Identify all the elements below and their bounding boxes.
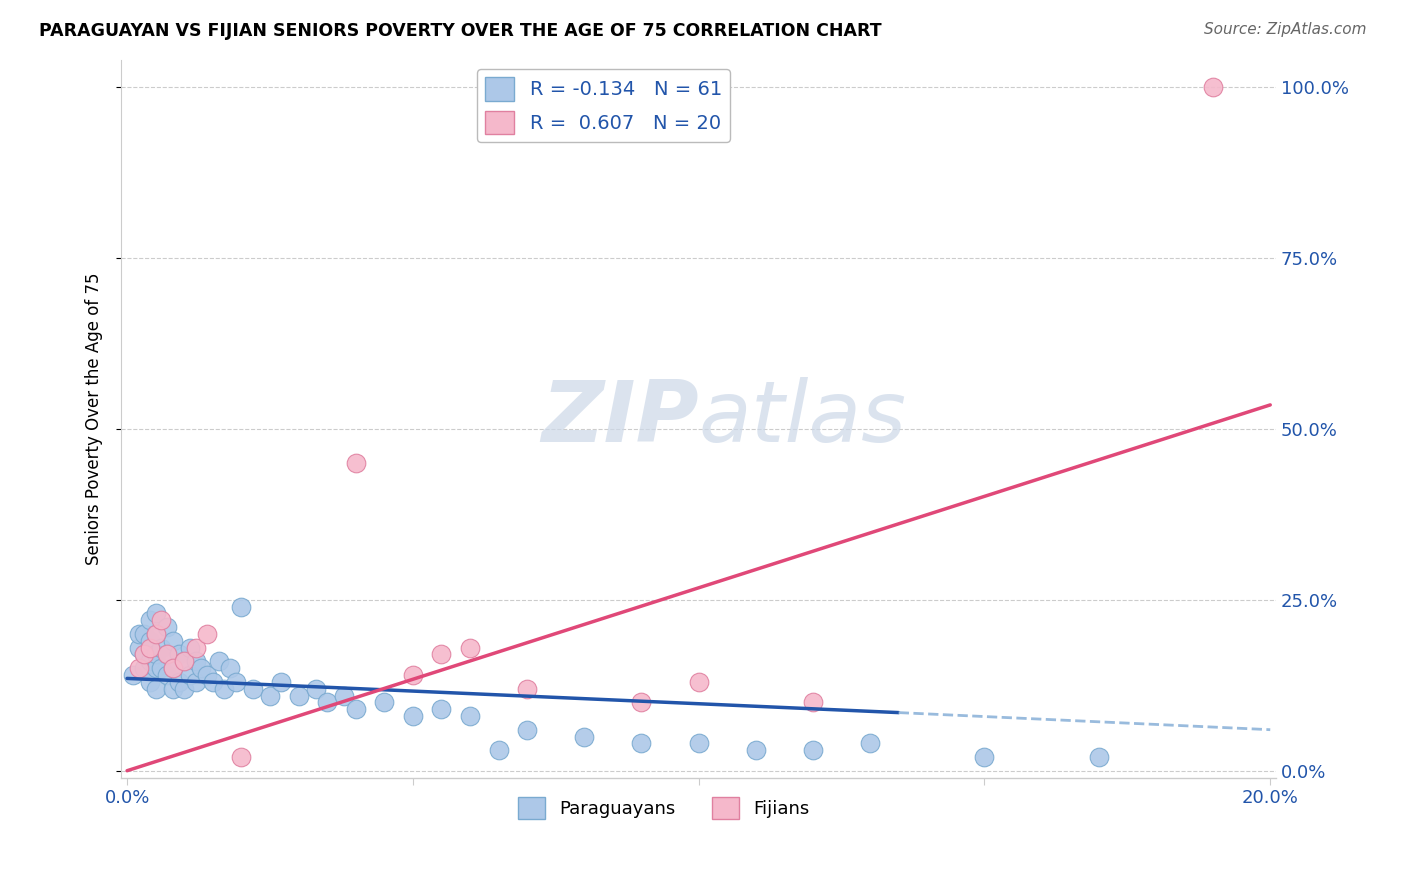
Point	[201, 674, 224, 689]
Point	[134, 627, 156, 641]
Point	[156, 668, 179, 682]
Legend: Paraguayans, Fijians: Paraguayans, Fijians	[510, 789, 817, 826]
Point	[173, 654, 195, 668]
Point	[139, 633, 162, 648]
Point	[134, 648, 156, 662]
Point	[128, 640, 150, 655]
Point	[225, 674, 247, 689]
Point	[162, 661, 184, 675]
Point	[128, 661, 150, 675]
Point	[430, 702, 453, 716]
Point	[145, 627, 167, 641]
Point	[231, 599, 253, 614]
Point	[167, 648, 190, 662]
Text: PARAGUAYAN VS FIJIAN SENIORS POVERTY OVER THE AGE OF 75 CORRELATION CHART: PARAGUAYAN VS FIJIAN SENIORS POVERTY OVE…	[39, 22, 882, 40]
Point	[745, 743, 768, 757]
Point	[139, 654, 162, 668]
Point	[231, 750, 253, 764]
Point	[859, 736, 882, 750]
Point	[207, 654, 229, 668]
Point	[134, 661, 156, 675]
Point	[184, 640, 207, 655]
Point	[179, 640, 201, 655]
Point	[162, 661, 184, 675]
Point	[184, 654, 207, 668]
Point	[402, 668, 425, 682]
Point	[801, 695, 824, 709]
Point	[287, 689, 309, 703]
Point	[139, 674, 162, 689]
Text: atlas: atlas	[699, 377, 907, 460]
Point	[688, 736, 710, 750]
Point	[162, 681, 184, 696]
Point	[145, 627, 167, 641]
Point	[1087, 750, 1109, 764]
Point	[173, 681, 195, 696]
Point	[458, 640, 481, 655]
Point	[973, 750, 995, 764]
Y-axis label: Seniors Poverty Over the Age of 75: Seniors Poverty Over the Age of 75	[86, 272, 103, 565]
Point	[145, 607, 167, 621]
Point	[344, 702, 367, 716]
Point	[1202, 79, 1225, 94]
Point	[259, 689, 281, 703]
Point	[195, 668, 218, 682]
Point	[430, 648, 453, 662]
Point	[145, 648, 167, 662]
Point	[150, 640, 173, 655]
Point	[184, 674, 207, 689]
Point	[150, 613, 173, 627]
Text: Source: ZipAtlas.com: Source: ZipAtlas.com	[1204, 22, 1367, 37]
Point	[305, 681, 328, 696]
Text: ZIP: ZIP	[541, 377, 699, 460]
Point	[630, 695, 652, 709]
Point	[195, 627, 218, 641]
Point	[128, 627, 150, 641]
Point	[167, 674, 190, 689]
Point	[212, 681, 235, 696]
Point	[630, 736, 652, 750]
Point	[156, 648, 179, 662]
Point	[162, 633, 184, 648]
Point	[121, 668, 143, 682]
Point	[458, 709, 481, 723]
Point	[134, 648, 156, 662]
Point	[270, 674, 292, 689]
Point	[333, 689, 356, 703]
Point	[139, 640, 162, 655]
Point	[516, 723, 538, 737]
Point	[156, 648, 179, 662]
Point	[488, 743, 510, 757]
Point	[139, 613, 162, 627]
Point	[574, 730, 596, 744]
Point	[373, 695, 395, 709]
Point	[801, 743, 824, 757]
Point	[688, 674, 710, 689]
Point	[516, 681, 538, 696]
Point	[190, 661, 212, 675]
Point	[150, 661, 173, 675]
Point	[156, 620, 179, 634]
Point	[344, 456, 367, 470]
Point	[179, 668, 201, 682]
Point	[145, 681, 167, 696]
Point	[316, 695, 339, 709]
Point	[219, 661, 242, 675]
Point	[145, 661, 167, 675]
Point	[242, 681, 264, 696]
Point	[173, 654, 195, 668]
Point	[402, 709, 425, 723]
